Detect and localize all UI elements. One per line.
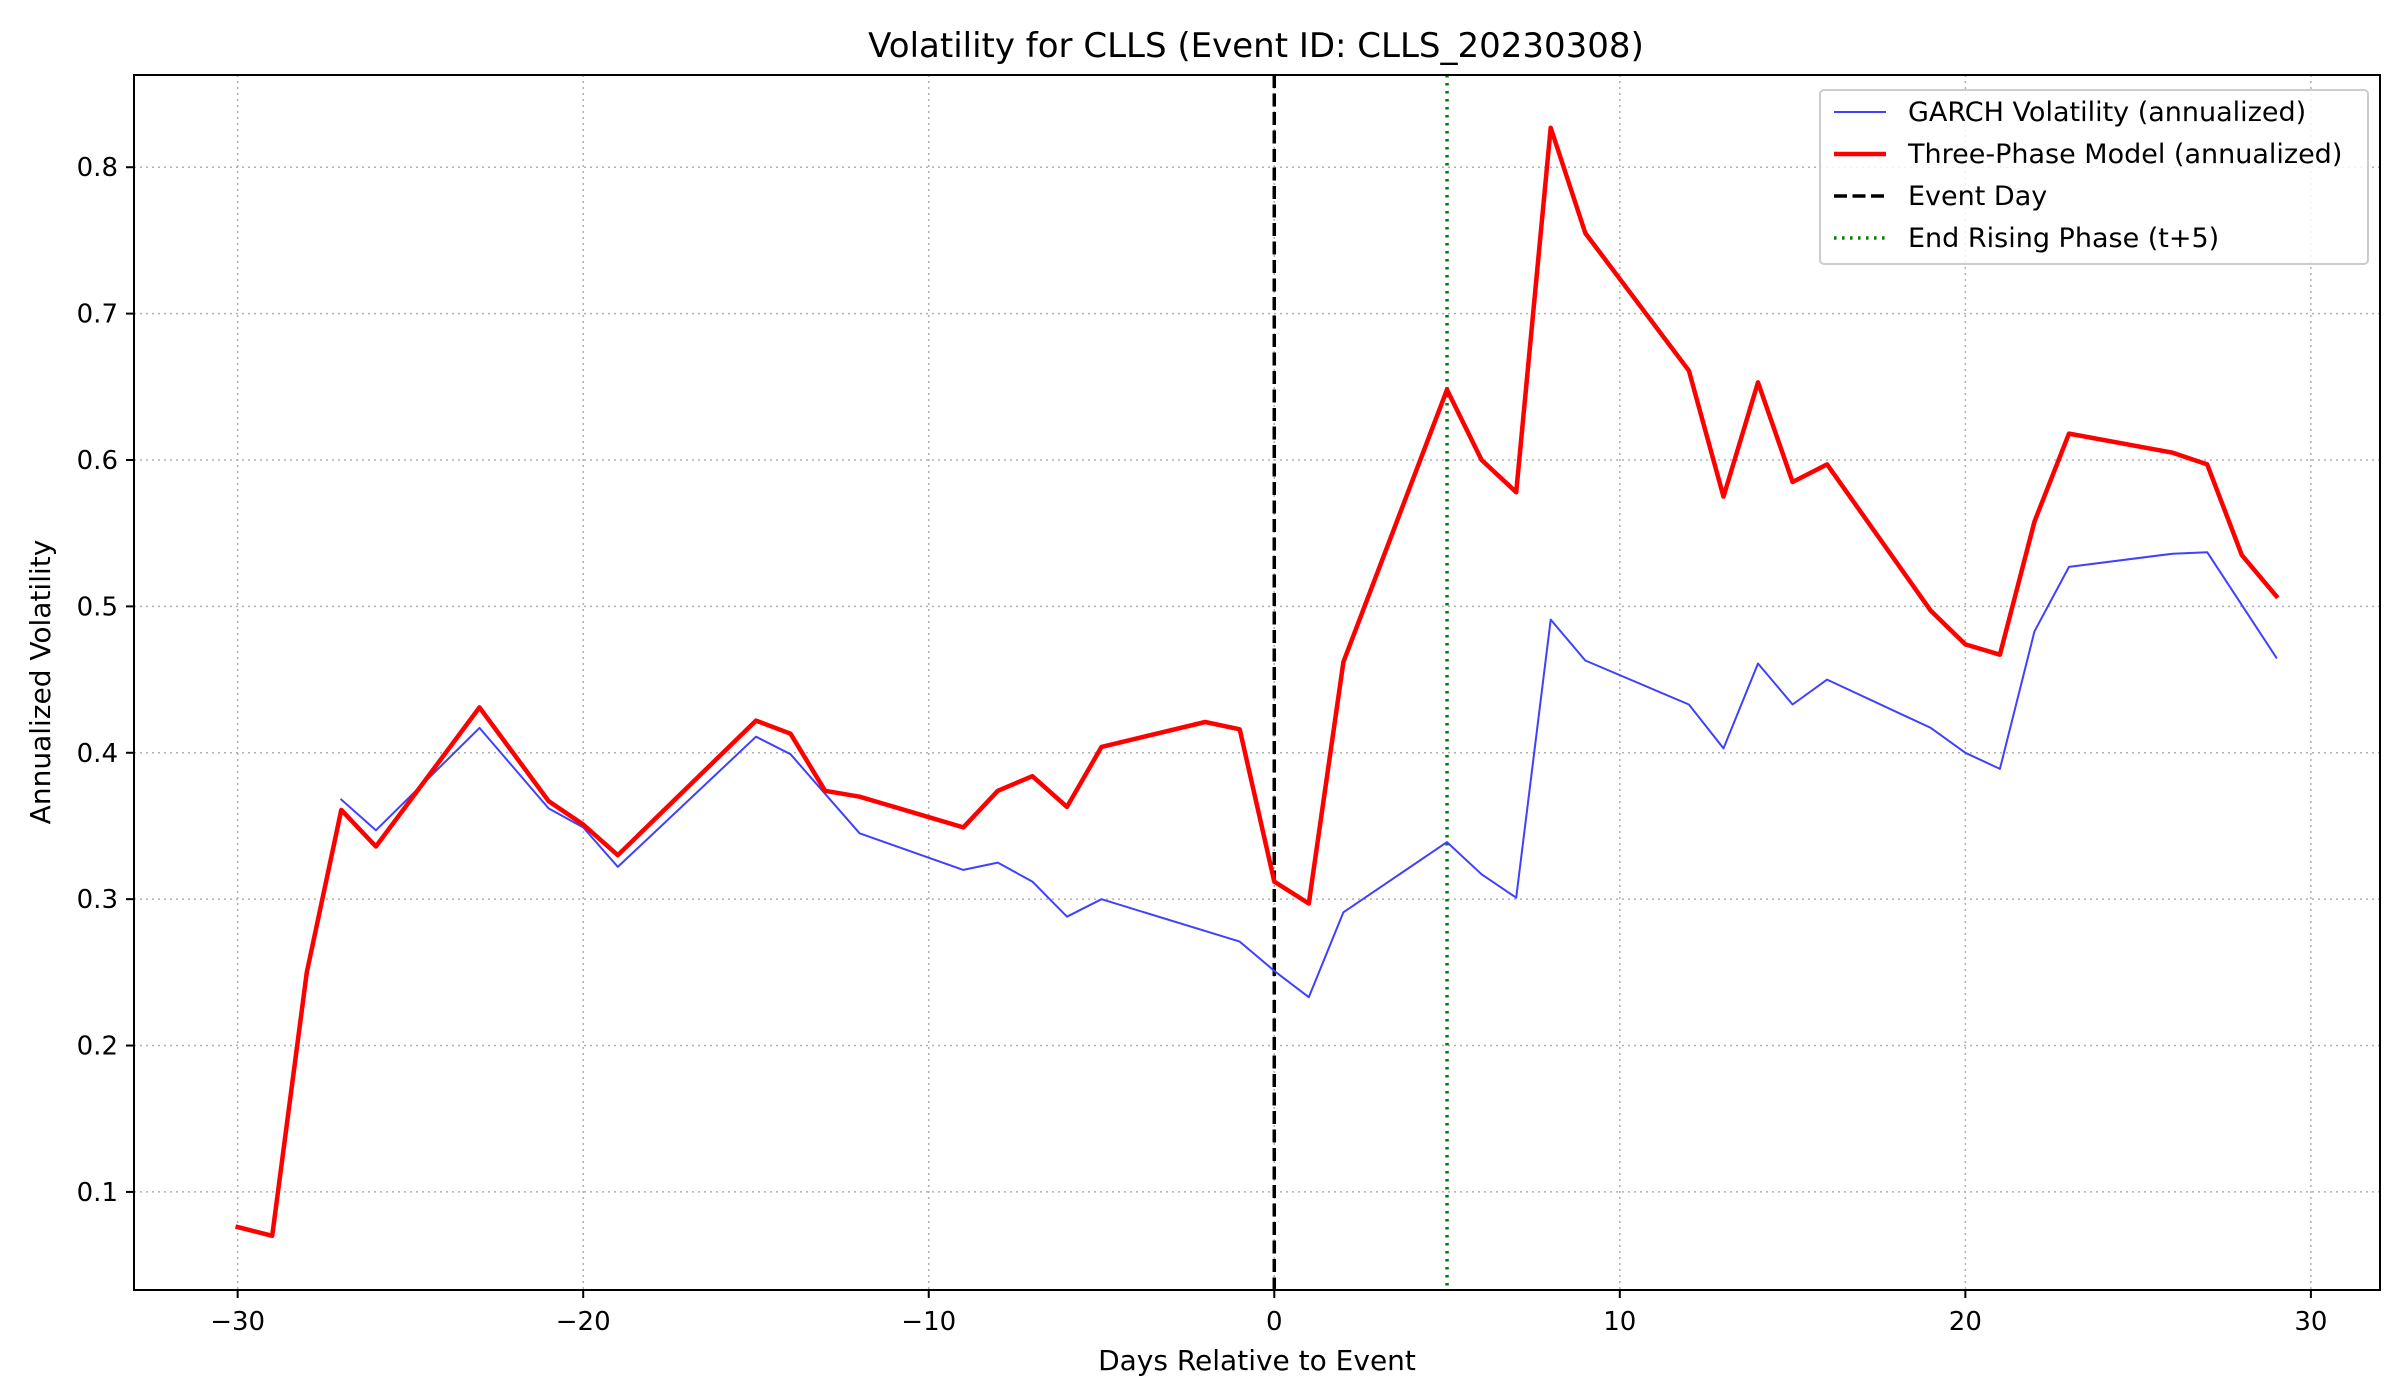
legend-label: End Rising Phase (t+5) <box>1908 223 2219 254</box>
legend: GARCH Volatility (annualized) Three-Phase… <box>1819 89 2369 265</box>
legend-label: Event Day <box>1908 181 2047 212</box>
three-phase-model-line <box>234 125 2280 1239</box>
y-tick-label: 0.1 <box>77 1178 118 1208</box>
garch-volatility-line <box>339 551 2278 999</box>
x-tick-label: −30 <box>210 1307 265 1337</box>
legend-label: Three-Phase Model (annualized) <box>1907 139 2342 170</box>
tick-layer: −30 −20 −10 0 10 20 30 0.1 0.2 0.3 0.4 0.5 0.6 0.7 0.8 <box>77 153 2328 1337</box>
y-tick-label: 0.3 <box>77 885 118 915</box>
y-tick-label: 0.6 <box>77 446 118 476</box>
reference-lines <box>1272 75 1449 1290</box>
y-tick-label: 0.8 <box>77 153 118 183</box>
x-tick-label: −10 <box>901 1307 956 1337</box>
y-tick-label: 0.5 <box>77 592 118 622</box>
x-tick-label: −20 <box>556 1307 611 1337</box>
y-tick-label: 0.4 <box>77 739 118 769</box>
legend-entry-garch: GARCH Volatility (annualized) <box>1834 97 2306 128</box>
x-tick-label: 0 <box>1266 1307 1283 1337</box>
x-tick-label: 20 <box>1949 1307 1982 1337</box>
y-tick-label: 0.7 <box>77 300 118 330</box>
x-tick-label: 30 <box>2294 1307 2327 1337</box>
x-tick-label: 10 <box>1603 1307 1636 1337</box>
legend-label: GARCH Volatility (annualized) <box>1908 97 2306 128</box>
x-axis-label: Days Relative to Event <box>1098 1344 1416 1377</box>
legend-entry-end-rising-phase: End Rising Phase (t+5) <box>1834 223 2219 254</box>
chart-title: Volatility for CLLS (Event ID: CLLS_2023… <box>868 26 1644 66</box>
y-axis-label: Annualized Volatility <box>24 540 57 825</box>
plot-frame <box>133 74 2381 1291</box>
legend-box <box>1819 89 2369 265</box>
legend-entry-event-day: Event Day <box>1834 181 2047 212</box>
grid-layer <box>134 75 2380 1290</box>
legend-entry-three-phase: Three-Phase Model (annualized) <box>1834 139 2342 170</box>
y-tick-label: 0.2 <box>77 1032 118 1062</box>
series-layer <box>234 125 2280 1239</box>
